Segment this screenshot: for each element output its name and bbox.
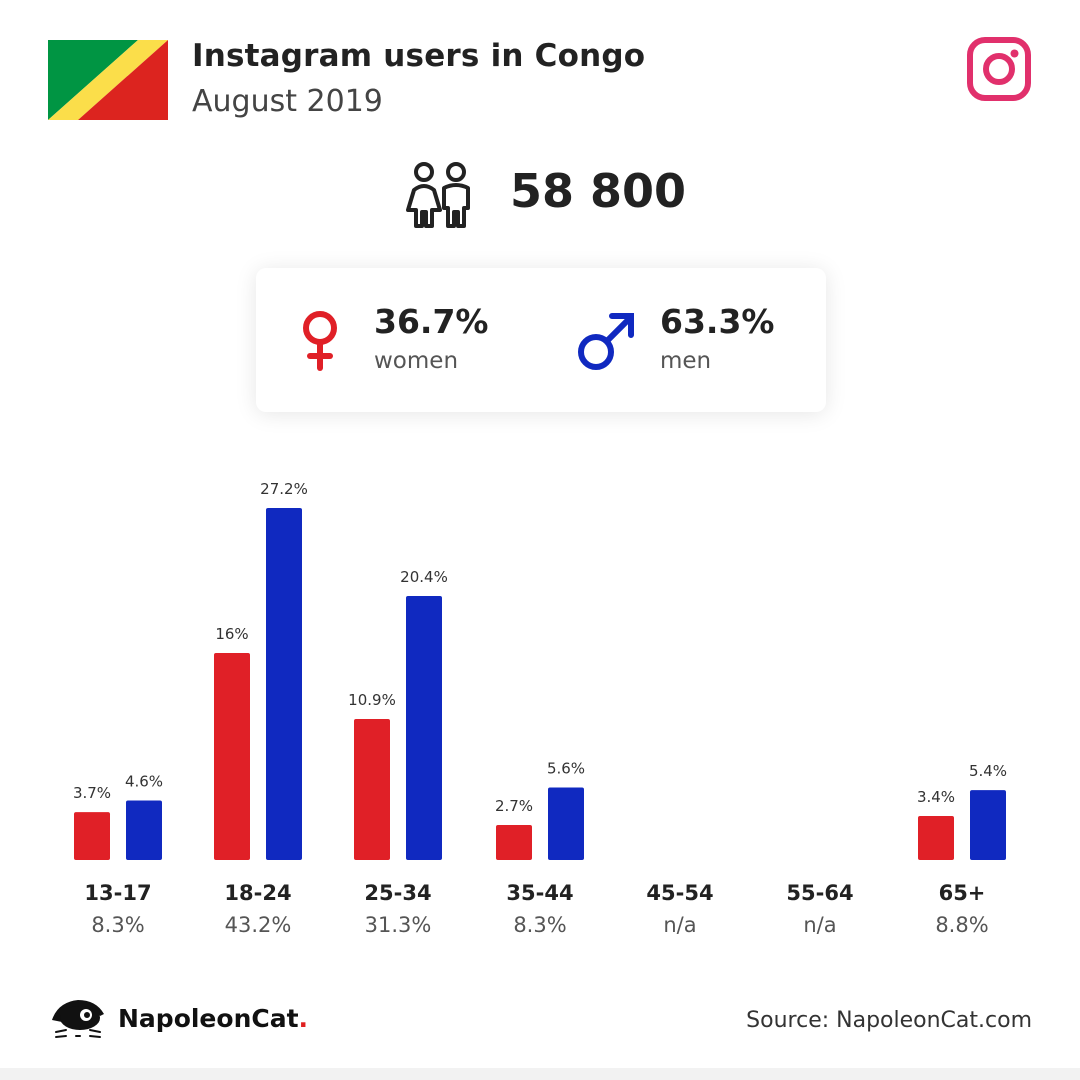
bar-men-13-17 (126, 800, 162, 860)
page-title: Instagram users in Congo (192, 38, 646, 74)
male-symbol-icon (578, 313, 634, 370)
category-label-13-17: 13-17 (84, 881, 151, 905)
bar-label-women-65+: 3.4% (917, 788, 955, 806)
bar-label-women-35-44: 2.7% (495, 797, 533, 815)
men-percent: 63.3% (660, 302, 775, 341)
bar-label-women-18-24: 16% (215, 625, 248, 643)
brand-dot: . (298, 1004, 309, 1033)
bar-label-men-35-44: 5.6% (547, 760, 585, 778)
category-total-45-54: n/a (663, 913, 696, 937)
flag-red-field (78, 40, 168, 120)
instagram-icon (967, 37, 1031, 101)
bar-women-13-17 (74, 812, 110, 860)
bar-men-35-44 (548, 787, 584, 860)
bar-label-women-13-17: 3.7% (73, 784, 111, 802)
bar-women-25-34 (354, 718, 390, 860)
category-total-18-24: 43.2% (225, 913, 292, 937)
men-label: men (660, 348, 712, 374)
category-total-35-44: 8.3% (513, 913, 566, 937)
category-total-65+: 8.8% (935, 913, 988, 937)
bar-label-men-13-17: 4.6% (125, 772, 163, 790)
people-icon (406, 162, 470, 228)
category-label-18-24: 18-24 (224, 881, 291, 905)
category-total-13-17: 8.3% (91, 913, 144, 937)
page-subtitle: August 2019 (192, 84, 383, 119)
female-symbol-icon (303, 311, 337, 371)
bar-label-women-25-34: 10.9% (348, 691, 396, 709)
bar-men-18-24 (266, 508, 302, 860)
bar-label-men-65+: 5.4% (969, 762, 1007, 780)
flag-yellow-band (48, 40, 168, 120)
bar-label-men-18-24: 27.2% (260, 480, 308, 498)
total-users: 58 800 (510, 164, 687, 218)
category-label-65+: 65+ (939, 881, 986, 905)
bar-men-25-34 (406, 596, 442, 860)
bar-women-35-44 (496, 825, 532, 860)
category-label-35-44: 35-44 (506, 881, 573, 905)
brand-name: NapoleonCat. (118, 1004, 309, 1033)
gender-card: 36.7% women 63.3% men (256, 268, 826, 412)
category-label-45-54: 45-54 (646, 881, 713, 905)
napoleoncat-logo (52, 1000, 104, 1038)
women-label: women (374, 348, 459, 374)
category-label-55-64: 55-64 (786, 881, 853, 905)
bar-men-65+ (970, 790, 1006, 860)
footer-strip (0, 1068, 1080, 1080)
bar-label-men-25-34: 20.4% (400, 568, 448, 586)
bar-women-18-24 (214, 652, 250, 860)
women-percent: 36.7% (374, 302, 489, 341)
source-credit: Source: NapoleonCat.com (746, 1008, 1032, 1033)
bar-women-65+ (918, 816, 954, 860)
category-total-25-34: 31.3% (365, 913, 432, 937)
congo-flag (48, 40, 168, 120)
category-label-25-34: 25-34 (364, 881, 431, 905)
category-total-55-64: n/a (803, 913, 836, 937)
age-gender-bar-chart: 3.7% 4.6% 13-17 8.3% 16% 27.2% 18-24 43.2% 10.9%… (73, 480, 1007, 937)
